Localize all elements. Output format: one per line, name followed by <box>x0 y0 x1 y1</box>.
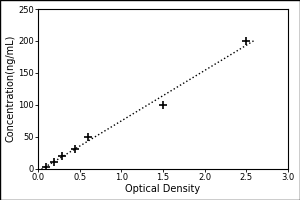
Y-axis label: Concentration(ng/mL): Concentration(ng/mL) <box>6 35 16 142</box>
X-axis label: Optical Density: Optical Density <box>125 184 201 194</box>
